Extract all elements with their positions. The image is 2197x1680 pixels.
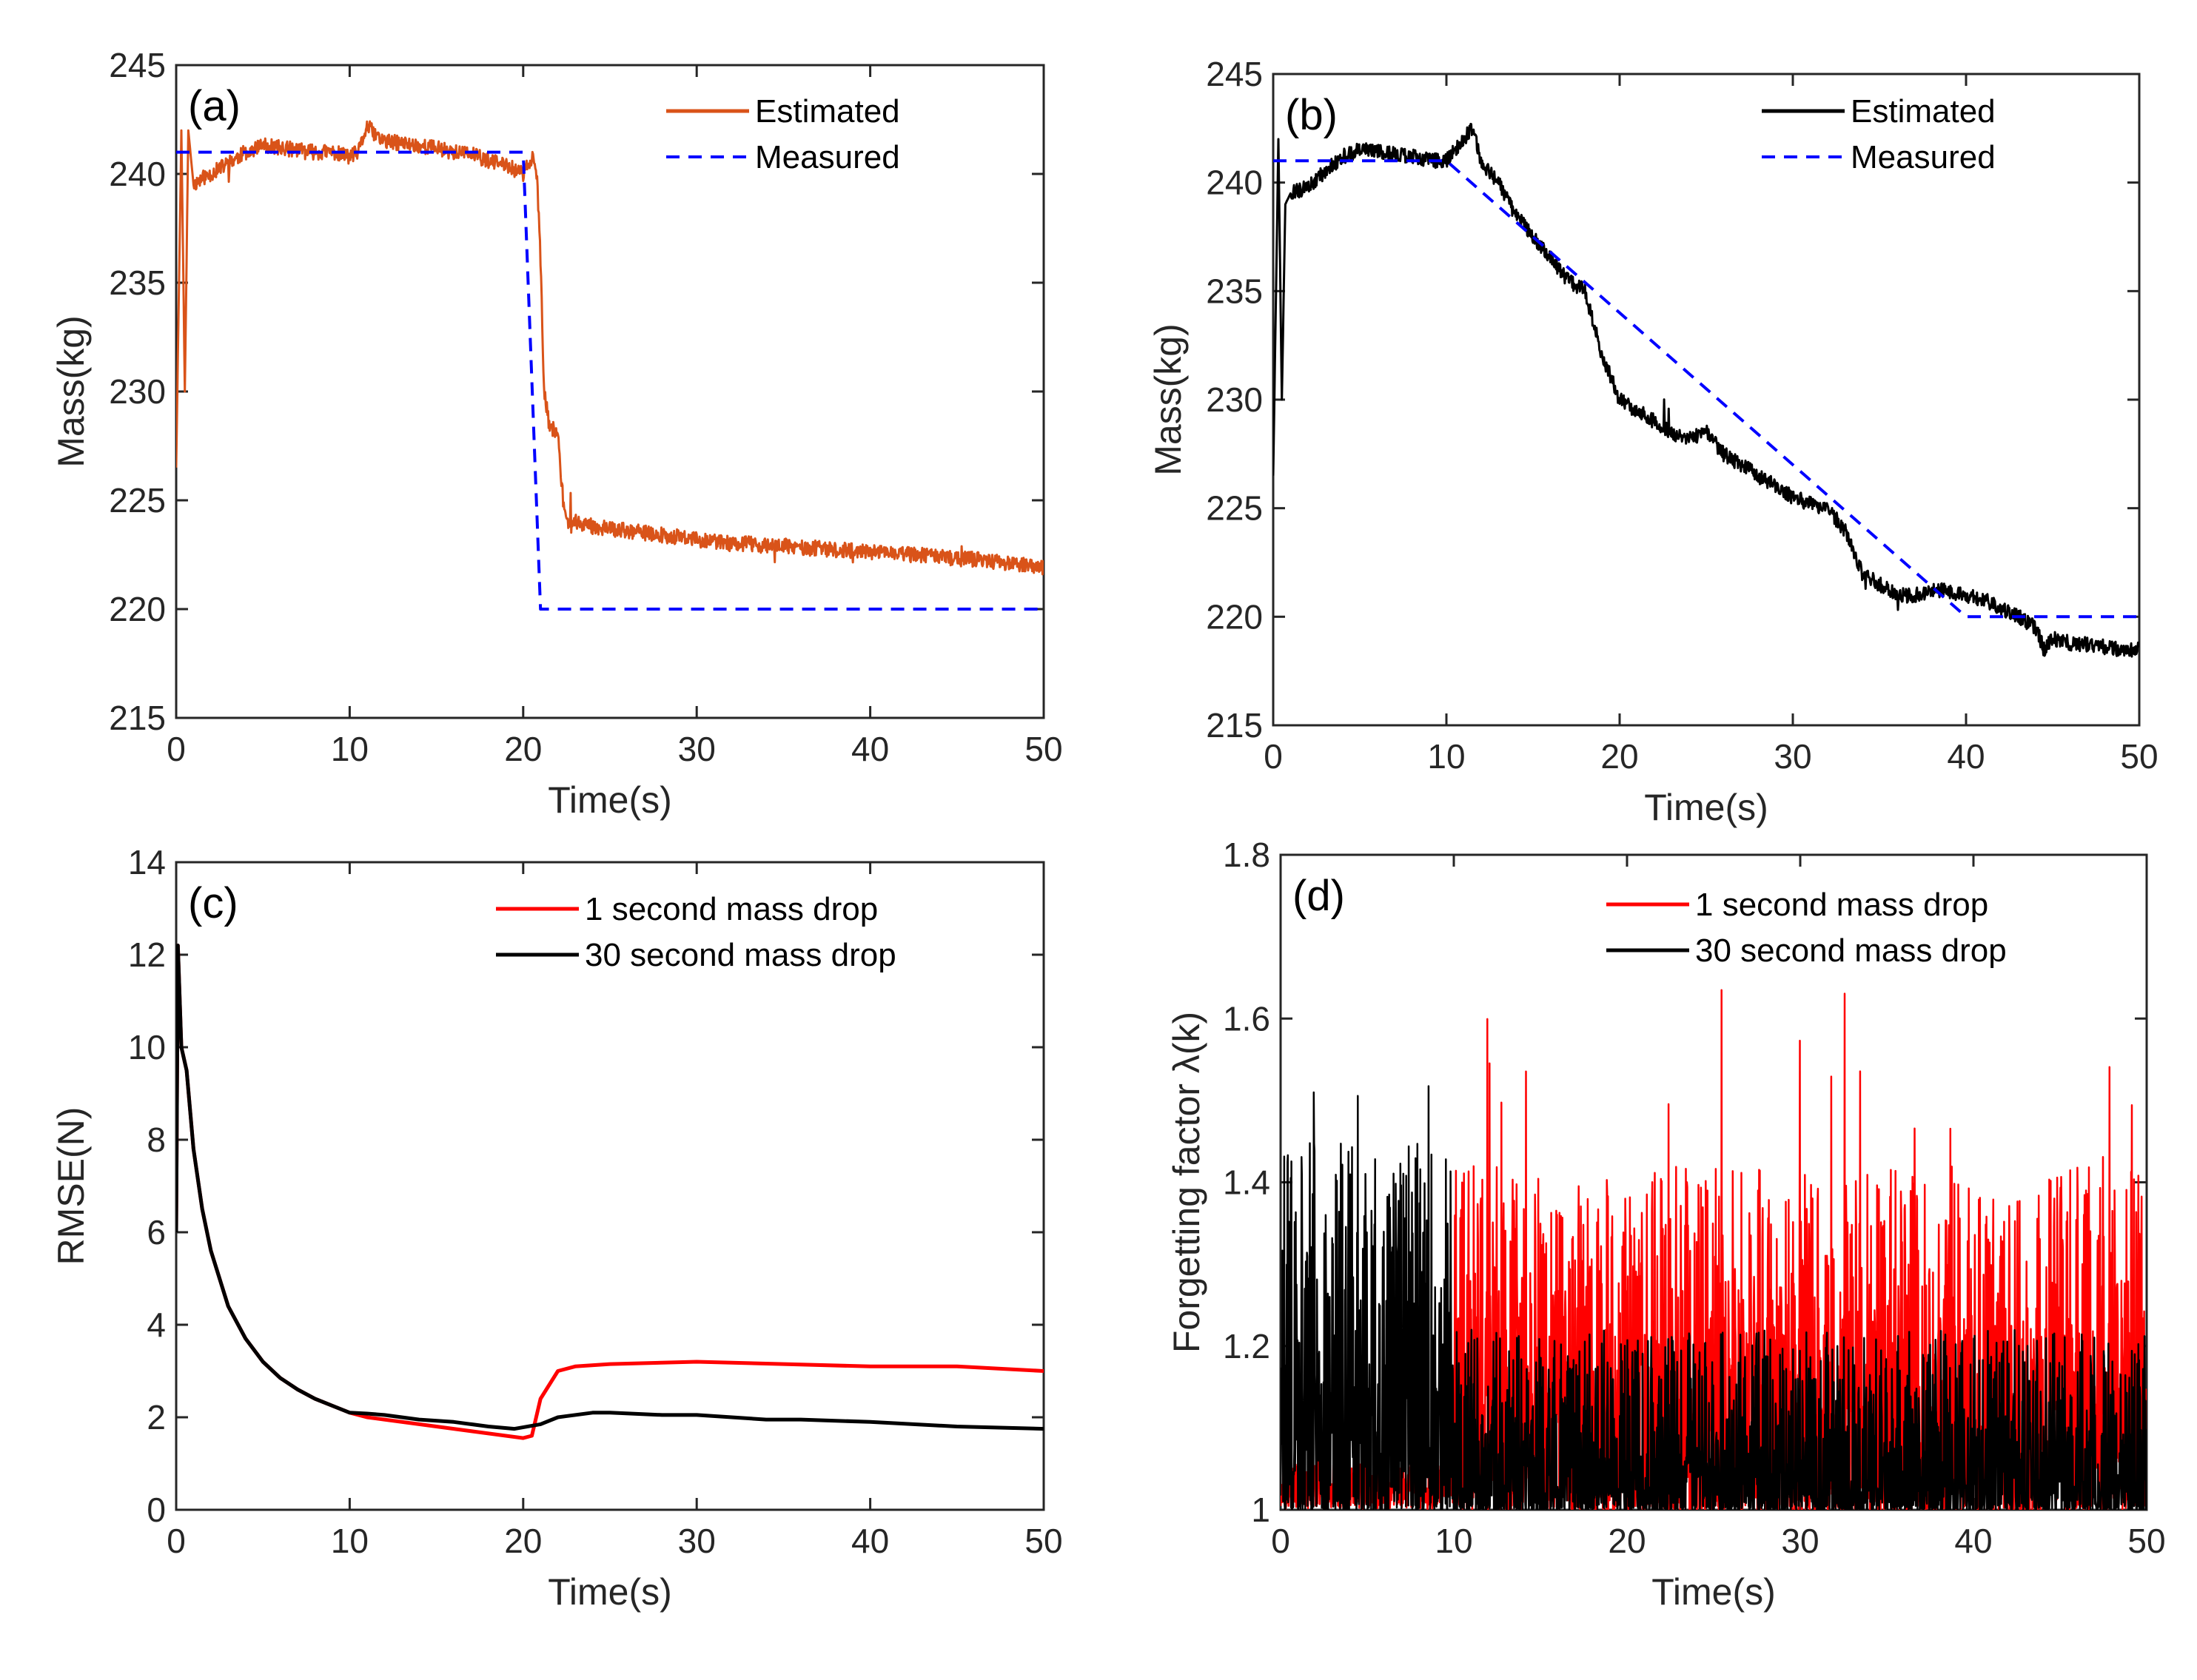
legend-label: 30 second mass drop [1695, 933, 2007, 969]
x-tick-label: 10 [331, 1522, 369, 1560]
legend-label: 1 second mass drop [1695, 887, 1988, 923]
chart-panel-b: 0 10 20 30 40 50 215 220 225 230 235 240 245 Time(s) M… [1147, 55, 2159, 828]
x-tick-label: 50 [2120, 737, 2158, 776]
y-tick-label: 10 [128, 1028, 166, 1066]
series-line-1 [176, 150, 1044, 611]
legend-label: Measured [755, 139, 900, 175]
y-tick-label: 4 [147, 1306, 166, 1344]
y-tick-label: 8 [147, 1120, 166, 1159]
legend: Estimated Measured [1762, 93, 1996, 175]
x-tick-label: 20 [504, 1522, 542, 1560]
x-tick-label: 30 [678, 730, 716, 768]
series-line-1 [1281, 1085, 2147, 1510]
x-axis-label: Time(s) [1644, 787, 1768, 828]
x-tick-label: 0 [167, 730, 186, 768]
chart-panel-a: 0 10 20 30 40 50 215 220 225 230 235 240 245 Time(s) M… [50, 46, 1063, 821]
legend-label: 30 second mass drop [585, 937, 896, 973]
y-tick-label: 220 [1206, 597, 1263, 636]
y-tick-label: 0 [147, 1491, 166, 1529]
y-tick-label: 1.2 [1223, 1327, 1270, 1365]
y-tick-label: 225 [1206, 489, 1263, 528]
x-axis-label: Time(s) [1651, 1571, 1776, 1613]
y-tick-label: 220 [109, 590, 166, 628]
x-tick-label: 30 [678, 1522, 716, 1560]
chart-panel-d: 0 10 20 30 40 50 1 1.2 1.4 1.6 1.8 Time(s) Forgettin… [1166, 836, 2166, 1613]
y-tick-label: 225 [109, 481, 166, 520]
y-tick-label: 235 [109, 263, 166, 302]
panel-label: (d) [1292, 872, 1345, 920]
legend-label: Estimated [1851, 93, 1996, 130]
legend-label: Estimated [755, 93, 900, 130]
x-tick-label: 0 [1271, 1522, 1290, 1560]
y-tick-label: 2 [147, 1398, 166, 1437]
y-axis-label: Mass(kg) [50, 315, 92, 468]
x-tick-label: 10 [331, 730, 369, 768]
legend: Estimated Measured [666, 93, 900, 175]
x-axis-label: Time(s) [548, 1571, 672, 1613]
chart-panel-c: 0 10 20 30 40 50 0 2 4 6 8 10 12 14 Time(s) RMSE(N) (c) 1… [50, 843, 1063, 1613]
x-tick-label: 20 [1608, 1522, 1646, 1560]
x-tick-label: 30 [1774, 737, 1811, 776]
x-tick-label: 50 [2127, 1522, 2165, 1560]
legend-label: 1 second mass drop [585, 891, 878, 927]
series-line-1 [1273, 159, 2139, 619]
y-tick-label: 230 [1206, 380, 1263, 419]
series-line-0 [176, 944, 1044, 1440]
y-tick-label: 14 [128, 843, 166, 881]
y-tick-label: 1 [1251, 1491, 1270, 1529]
legend-label: Measured [1851, 139, 1996, 175]
y-tick-label: 1.8 [1223, 836, 1270, 874]
series-line-0 [176, 120, 1044, 576]
y-tick-label: 1.6 [1223, 999, 1270, 1038]
y-tick-label: 235 [1206, 272, 1263, 310]
x-tick-label: 10 [1435, 1522, 1472, 1560]
y-tick-label: 240 [1206, 164, 1263, 202]
y-tick-label: 215 [109, 699, 166, 737]
y-axis-label: Forgetting factor λ(k) [1166, 1012, 1207, 1353]
panel-label: (b) [1285, 91, 1338, 139]
x-tick-label: 0 [167, 1522, 186, 1560]
y-tick-label: 240 [109, 155, 166, 193]
x-tick-label: 50 [1024, 1522, 1062, 1560]
x-tick-label: 0 [1264, 737, 1283, 776]
x-tick-label: 30 [1781, 1522, 1819, 1560]
series-line-1 [176, 944, 1044, 1431]
x-tick-label: 20 [1600, 737, 1638, 776]
panel-label: (a) [188, 82, 241, 130]
x-tick-label: 50 [1024, 730, 1062, 768]
x-tick-label: 40 [851, 1522, 889, 1560]
y-tick-label: 245 [109, 46, 166, 84]
legend: 1 second mass drop 30 second mass drop [496, 891, 896, 973]
y-tick-label: 215 [1206, 706, 1263, 745]
plot-area [1272, 73, 2141, 727]
x-tick-label: 40 [851, 730, 889, 768]
y-tick-label: 230 [109, 372, 166, 411]
y-tick-label: 6 [147, 1213, 166, 1251]
plot-area [175, 64, 1045, 719]
x-tick-label: 20 [504, 730, 542, 768]
series-line-0 [1273, 123, 2139, 658]
y-axis-label: Mass(kg) [1147, 323, 1189, 476]
x-tick-label: 40 [1954, 1522, 1992, 1560]
panel-label: (c) [188, 879, 238, 927]
y-tick-label: 12 [128, 935, 166, 974]
y-tick-label: 245 [1206, 55, 1263, 93]
legend: 1 second mass drop 30 second mass drop [1606, 887, 2007, 969]
y-tick-label: 1.4 [1223, 1163, 1270, 1202]
y-axis-label: RMSE(N) [50, 1107, 92, 1266]
x-axis-label: Time(s) [548, 779, 672, 821]
x-tick-label: 10 [1427, 737, 1465, 776]
x-tick-label: 40 [1947, 737, 1985, 776]
